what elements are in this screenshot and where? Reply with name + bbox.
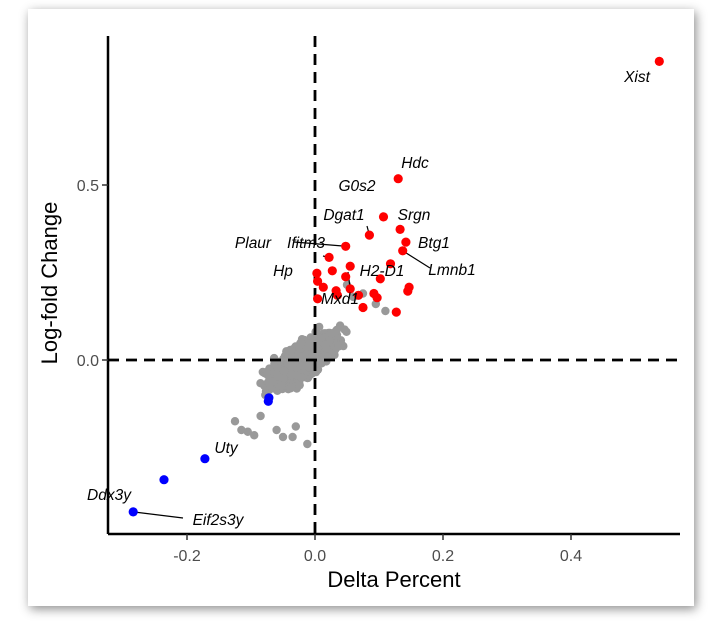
point-srgn [395,224,405,234]
background-point [381,306,390,316]
background-point [256,411,265,421]
point-h2-d1 [345,284,355,294]
point-plaur [341,241,351,251]
gene-label-lmnb1: Lmnb1 [428,262,475,279]
y-tick-label: 0.5 [77,178,99,195]
background-point [340,325,349,334]
x-tick-label: 0.4 [560,548,582,565]
gene-label-hdc: Hdc [401,155,429,172]
x-axis-title: Delta Percent [327,567,460,592]
point-g0s2 [378,212,389,222]
background-point [303,439,312,449]
gene-label-eif2s3y: Eif2s3y [193,512,245,529]
highlighted-point [332,290,342,300]
background-point [334,342,343,351]
x-tick-label: 0.2 [432,548,454,565]
background-point [321,340,330,349]
highlighted-point [353,290,364,300]
highlighted-point [358,302,368,313]
gene-label-dgat1: Dgat1 [323,207,364,224]
highlighted-point [313,276,323,286]
point-lmnb1 [398,246,408,256]
highlighted-point [341,272,351,282]
highlighted-point [375,274,385,284]
highlighted-point [391,307,401,317]
background-point [250,431,259,440]
gene-label-uty: Uty [214,440,239,457]
background-point [279,366,289,376]
highlighted-point [318,282,328,292]
point-uty [200,454,210,464]
gene-label-hp: Hp [273,263,293,280]
leader-line [293,241,346,247]
background-point [288,432,297,442]
point-hdc [393,174,403,184]
gene-label-srgn: Srgn [398,207,431,224]
background-point [262,367,272,377]
x-tick-label: 0.0 [304,548,326,565]
y-tick-label: 0.0 [77,353,99,370]
background-point [316,356,326,365]
gene-label-xist: Xist [623,69,651,86]
leader-line [133,511,184,519]
background-point [237,425,246,435]
background-point [243,427,252,436]
gene-label-plaur: Plaur [235,235,272,252]
background-point [297,339,306,348]
gene-label-g0s2: G0s2 [338,178,375,195]
background-point [297,352,306,361]
x-tick-label: -0.2 [173,548,201,565]
background-point [276,381,286,390]
highlighted-point [327,266,337,276]
background-point [302,361,311,370]
gene-labels: Xist Hdc G0s2 Dgat1 Srgn Btg1 Lmnb1 Ifitm3 Plaur… [87,69,651,529]
background-points [230,280,390,449]
background-point [291,422,300,431]
point-xist [654,56,664,66]
y-axis-title: Log-fold Change [37,202,62,365]
background-point [278,432,288,442]
point-ifitm3 [324,252,334,262]
background-point [272,425,281,435]
background-point [230,417,240,426]
background-point [286,384,295,393]
gene-label-mxd1: Mxd1 [321,291,359,308]
point-btg1 [401,237,411,247]
background-point [256,379,265,388]
gene-label-ddx3y: Ddx3y [87,487,132,504]
background-point [279,374,288,383]
background-point [287,369,296,379]
point-mxd1 [313,294,323,304]
highlighted-point [372,293,382,303]
gene-label-h2-d1: H2-D1 [360,263,405,280]
axes: -0.2 0.0 0.2 0.4 0.0 0.5 [77,36,680,565]
background-point [297,373,306,382]
leader-line [402,250,431,269]
highlighted-point [385,259,396,269]
point-hp [312,268,322,278]
highlighted-points [128,56,664,517]
highlighted-point [264,393,274,403]
background-point [268,377,277,386]
gene-label-btg1: Btg1 [418,235,450,252]
point-dgat1 [364,230,374,240]
point-eif2s3y [128,507,138,517]
reference-lines [108,36,680,534]
point-ddx3y [159,475,169,485]
highlighted-point [345,261,355,271]
highlighted-point [403,286,413,296]
gene-label-ifitm3: Ifitm3 [287,235,325,252]
background-point [287,361,296,371]
